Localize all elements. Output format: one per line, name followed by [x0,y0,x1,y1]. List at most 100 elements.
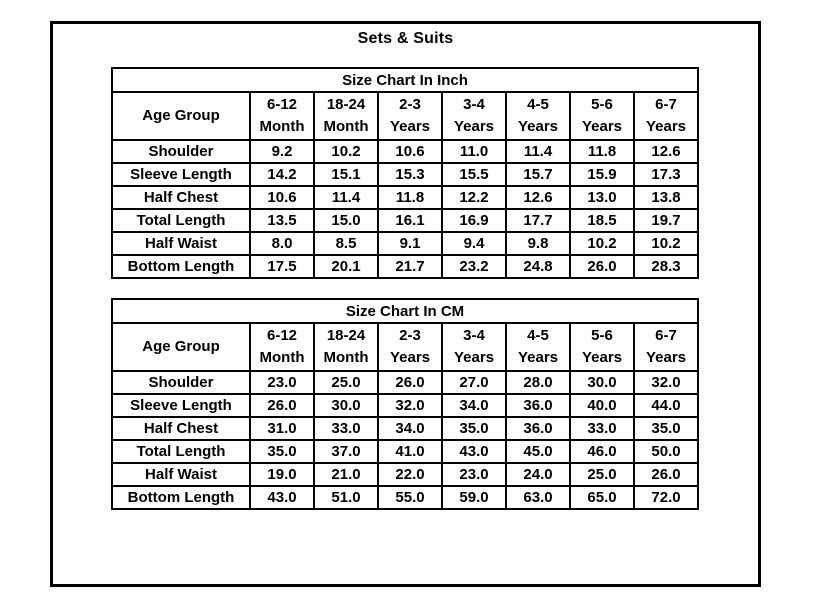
measurement-cell: 11.0 [441,139,507,164]
measurement-cell: 36.0 [505,416,571,441]
measurement-cell: 35.0 [633,416,699,441]
measurement-cell: 50.0 [633,439,699,464]
size-charts-container: Size Chart In Inch Age Group 6-12 Month 18-2… [111,67,699,529]
measurement-cell: 51.0 [313,485,379,510]
measurement-cell: 28.0 [505,370,571,395]
measurement-cell: 24.0 [505,462,571,487]
column-header: 4-5 Years [505,91,571,141]
measurement-cell: 17.3 [633,162,699,187]
measurement-cell: 17.7 [505,208,571,233]
measurement-cell: 65.0 [569,485,635,510]
column-header: 2-3 Years [377,322,443,372]
measurement-cell: 11.8 [569,139,635,164]
table-row: Shoulder 9.2 10.2 10.6 11.0 11.4 11.8 12.6 [111,139,699,164]
measurement-cell: 55.0 [377,485,443,510]
table-row: Half Chest 10.6 11.4 11.8 12.2 12.6 13.0 13.8 [111,185,699,210]
measurement-cell: 13.8 [633,185,699,210]
measurement-cell: 17.5 [249,254,315,279]
row-label: Bottom Length [111,485,251,510]
measurement-cell: 9.4 [441,231,507,256]
measurement-cell: 14.2 [249,162,315,187]
measurement-cell: 19.0 [249,462,315,487]
measurement-cell: 43.0 [249,485,315,510]
measurement-cell: 27.0 [441,370,507,395]
measurement-cell: 35.0 [441,416,507,441]
measurement-cell: 34.0 [441,393,507,418]
measurement-cell: 8.5 [313,231,379,256]
measurement-cell: 10.2 [569,231,635,256]
column-header: 18-24 Month [313,91,379,141]
row-label: Shoulder [111,370,251,395]
column-header: 3-4 Years [441,91,507,141]
measurement-cell: 24.8 [505,254,571,279]
measurement-cell: 21.0 [313,462,379,487]
row-label: Half Waist [111,231,251,256]
measurement-cell: 30.0 [569,370,635,395]
measurement-cell: 63.0 [505,485,571,510]
measurement-cell: 46.0 [569,439,635,464]
measurement-cell: 45.0 [505,439,571,464]
page-title: Sets & Suits [357,30,454,47]
measurement-cell: 36.0 [505,393,571,418]
measurement-cell: 10.6 [249,185,315,210]
row-label: Bottom Length [111,254,251,279]
size-chart-table: Size Chart In Inch Age Group 6-12 Month 18-2… [111,67,699,279]
measurement-cell: 13.5 [249,208,315,233]
measurement-cell: 11.4 [313,185,379,210]
column-header: 2-3 Years [377,91,443,141]
measurement-cell: 22.0 [377,462,443,487]
measurement-cell: 30.0 [313,393,379,418]
measurement-cell: 20.1 [313,254,379,279]
measurement-cell: 23.0 [441,462,507,487]
table-row: Shoulder 23.0 25.0 26.0 27.0 28.0 30.0 32.0 [111,370,699,395]
measurement-cell: 26.0 [569,254,635,279]
table-row: Half Chest 31.0 33.0 34.0 35.0 36.0 33.0 35.0 [111,416,699,441]
measurement-cell: 41.0 [377,439,443,464]
measurement-cell: 10.2 [633,231,699,256]
measurement-cell: 12.6 [633,139,699,164]
column-header: 4-5 Years [505,322,571,372]
measurement-cell: 31.0 [249,416,315,441]
row-label: Half Chest [111,185,251,210]
measurement-cell: 33.0 [313,416,379,441]
row-label: Shoulder [111,139,251,164]
row-label: Total Length [111,208,251,233]
measurement-cell: 12.6 [505,185,571,210]
table-title: Size Chart In Inch [111,67,699,93]
measurement-cell: 16.1 [377,208,443,233]
measurement-cell: 15.7 [505,162,571,187]
measurement-cell: 33.0 [569,416,635,441]
measurement-cell: 18.5 [569,208,635,233]
column-header: 5-6 Years [569,322,635,372]
measurement-cell: 15.9 [569,162,635,187]
table-row: Half Waist 8.0 8.5 9.1 9.4 9.8 10.2 10.2 [111,231,699,256]
column-header: 6-12 Month [249,322,315,372]
table-row: Total Length 13.5 15.0 16.1 16.9 17.7 18.5 19.7 [111,208,699,233]
column-header: 6-7 Years [633,322,699,372]
row-label: Half Chest [111,416,251,441]
measurement-cell: 9.1 [377,231,443,256]
table-row: Half Waist 19.0 21.0 22.0 23.0 24.0 25.0 26.0 [111,462,699,487]
measurement-cell: 15.5 [441,162,507,187]
measurement-cell: 25.0 [313,370,379,395]
measurement-cell: 19.7 [633,208,699,233]
measurement-cell: 72.0 [633,485,699,510]
table-title: Size Chart In CM [111,298,699,324]
measurement-cell: 37.0 [313,439,379,464]
measurement-cell: 23.0 [249,370,315,395]
table-row: Bottom Length 43.0 51.0 55.0 59.0 63.0 65.0 72.… [111,485,699,510]
measurement-cell: 59.0 [441,485,507,510]
measurement-cell: 28.3 [633,254,699,279]
measurement-cell: 35.0 [249,439,315,464]
row-label: Total Length [111,439,251,464]
measurement-cell: 11.8 [377,185,443,210]
column-header: 6-7 Years [633,91,699,141]
column-header: 5-6 Years [569,91,635,141]
column-header: 6-12 Month [249,91,315,141]
measurement-cell: 40.0 [569,393,635,418]
measurement-cell: 9.8 [505,231,571,256]
age-group-header: Age Group [111,91,251,141]
age-group-header: Age Group [111,322,251,372]
measurement-cell: 32.0 [633,370,699,395]
row-label: Sleeve Length [111,393,251,418]
